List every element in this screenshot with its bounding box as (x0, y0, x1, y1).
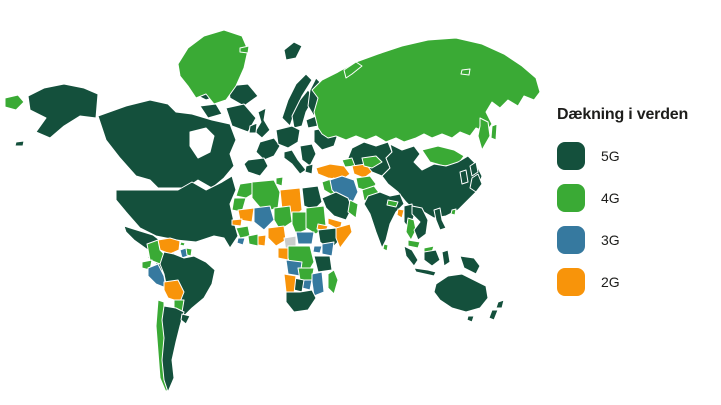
country-ireland (248, 122, 258, 134)
country-china (381, 143, 483, 219)
legend-label-5g: 5G (601, 148, 620, 164)
legend-swatch-4g (557, 184, 585, 212)
country-russia-novaya-zemlya (343, 61, 363, 79)
country-south-korea (459, 169, 469, 185)
country-south-africa (285, 289, 317, 313)
legend-swatch-3g (557, 226, 585, 254)
country-iceland (239, 45, 250, 54)
country-philippines (433, 207, 447, 231)
country-taiwan (450, 208, 457, 216)
country-japan (469, 173, 483, 193)
country-argentina (161, 305, 185, 393)
country-trinidad (179, 241, 186, 247)
country-ghana (257, 234, 267, 247)
country-mali (253, 205, 275, 231)
country-norway (281, 73, 313, 127)
country-india (363, 191, 405, 249)
country-brazil (159, 251, 216, 317)
country-indochina (411, 205, 429, 241)
legend-title: Dækning i verden (557, 106, 689, 123)
hudson-bay (189, 127, 215, 159)
country-new-guinea (459, 255, 481, 275)
country-sumatra (403, 245, 419, 267)
country-new-zealand (488, 309, 499, 321)
country-alaska (27, 83, 99, 139)
country-balkans (299, 143, 317, 167)
country-tasmania (466, 315, 475, 323)
country-sulawesi (441, 249, 451, 267)
country-aleutians (14, 140, 25, 147)
country-senegal (231, 218, 243, 227)
legend-label-2g: 2G (601, 274, 620, 290)
country-somalia (335, 223, 353, 249)
country-thailand (405, 217, 417, 241)
country-greece (304, 163, 314, 175)
country-russia-wrangel (460, 68, 471, 76)
country-uruguay (180, 313, 191, 325)
country-russia-chukotka (4, 94, 25, 111)
country-iberia (243, 157, 269, 177)
country-iran (329, 175, 359, 205)
country-uganda (312, 245, 323, 254)
country-bangladesh (396, 208, 405, 219)
country-tanzania (313, 255, 333, 273)
country-greenland (177, 29, 249, 105)
country-kenya (321, 241, 335, 257)
country-niger (273, 205, 293, 231)
country-uzbekistan (361, 155, 383, 169)
legend-row-4g: 4G (557, 184, 717, 212)
legend-row-5g: 5G (557, 142, 717, 170)
country-japan (469, 161, 479, 177)
country-java (413, 267, 437, 277)
country-russia (311, 37, 541, 143)
country-australia (433, 273, 489, 313)
country-new-zealand (495, 299, 505, 309)
country-uk (254, 107, 271, 139)
country-suriname (185, 247, 193, 257)
country-egypt (301, 185, 323, 211)
country-svalbard (283, 41, 303, 61)
country-canada (97, 99, 237, 189)
legend-row-2g: 2G (557, 268, 717, 296)
legend-swatch-5g (557, 142, 585, 170)
coverage-legend: Dækning i verden 5G 4G 3G 2G (557, 106, 717, 310)
world-coverage-map (4, 29, 541, 393)
country-usa (115, 175, 239, 249)
country-mozambique (311, 271, 325, 297)
country-tunisia (275, 176, 284, 187)
country-russia-sakhalin (490, 123, 498, 141)
world-map-svg (4, 29, 541, 393)
country-russia-kamchatka (477, 117, 491, 151)
legend-row-3g: 3G (557, 226, 717, 254)
country-madagascar (327, 269, 339, 295)
legend-label-3g: 3G (601, 232, 620, 248)
country-borneo (423, 249, 441, 267)
legend-swatch-2g (557, 268, 585, 296)
country-ivory-coast (247, 233, 259, 247)
country-nigeria (267, 225, 287, 247)
country-canadian-arctic (199, 103, 223, 119)
country-malaysia (407, 239, 421, 249)
country-nepal (386, 199, 399, 208)
legend-label-4g: 4G (601, 190, 620, 206)
country-canadian-arctic (227, 83, 259, 107)
country-sri-lanka (382, 243, 389, 252)
country-namibia (283, 273, 297, 295)
country-oman (347, 199, 359, 219)
country-central-african-republic (295, 231, 315, 245)
country-italy (283, 149, 307, 175)
country-central-europe (275, 125, 301, 149)
country-mauritania (237, 207, 255, 223)
country-france (255, 137, 281, 161)
country-sierra-leone (236, 237, 246, 246)
country-saudi-arabia (321, 191, 353, 221)
